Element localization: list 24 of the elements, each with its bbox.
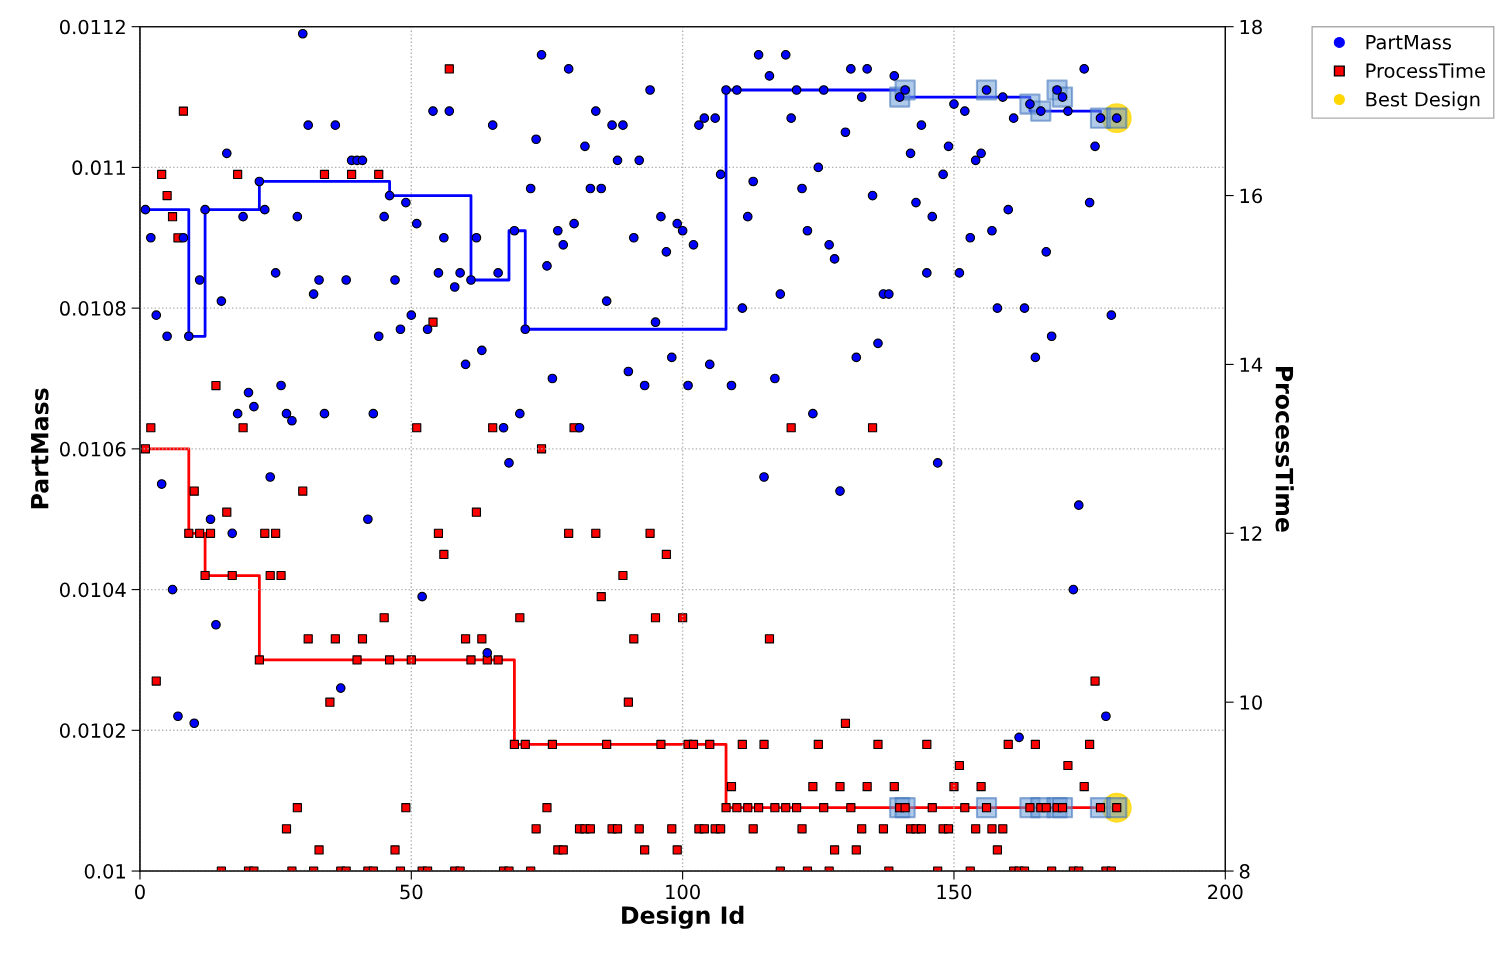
x-axis-title: Design Id xyxy=(622,905,744,929)
x-tick-label: 200 xyxy=(1208,884,1243,900)
y-tick-label: 0.01 xyxy=(84,864,125,879)
y-tick-label: 0.0102 xyxy=(60,723,125,738)
y-tick-label: 0.0104 xyxy=(60,582,126,598)
y-tick-label: 0.0112 xyxy=(60,19,125,35)
y-axis-title: PartMass xyxy=(31,388,49,509)
y-tick-label: 0.0106 xyxy=(60,441,126,457)
y2-tick-label: 16 xyxy=(1240,188,1263,204)
y2-tick-label: 14 xyxy=(1240,357,1263,372)
legend-label: ProcessTime xyxy=(1366,63,1485,79)
y2-tick-label: 8 xyxy=(1239,864,1250,879)
y2-axis-title: ProcessTime xyxy=(1275,366,1294,532)
legend-label: Best Design xyxy=(1366,91,1480,111)
x-tick-label: 150 xyxy=(937,884,972,900)
x-tick-label: 50 xyxy=(400,884,423,900)
y2-tick-label: 12 xyxy=(1240,526,1262,541)
y2-tick-label: 18 xyxy=(1240,19,1262,35)
y2-tick-label: 10 xyxy=(1240,695,1262,710)
y-tick-label: 0.0108 xyxy=(60,301,126,316)
y-tick-label: 0.011 xyxy=(72,160,125,176)
x-tick-label: 100 xyxy=(666,884,700,900)
x-tick-label: 0 xyxy=(135,884,145,900)
legend-label: PartMass xyxy=(1366,35,1452,50)
